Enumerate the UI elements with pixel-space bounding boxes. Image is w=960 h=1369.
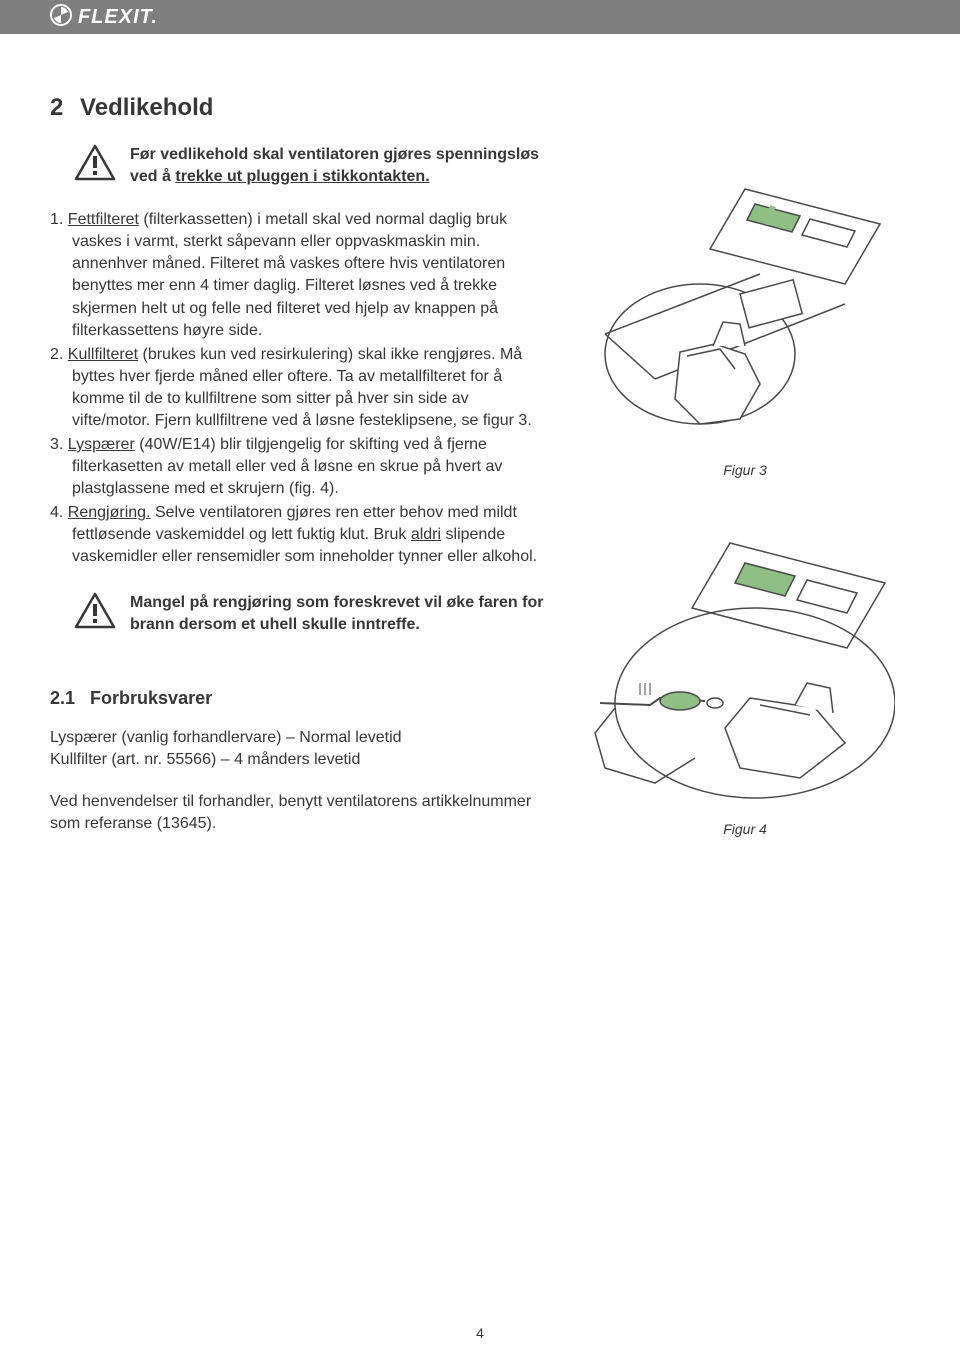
item-num: 3. (50, 436, 63, 453)
item-rest-ul: aldri (411, 526, 441, 543)
item-rest: (40W/E14) blir tilgjengelig for skifting… (72, 436, 502, 497)
cleaning-warning: Mangel på rengjøring som foreskrevet vil… (74, 592, 550, 635)
warning-icon (74, 144, 116, 182)
consumables-block: Lyspærer (vanlig forhandlervare) – Norma… (50, 727, 550, 771)
consumables-line: Lyspærer (vanlig forhandlervare) – Norma… (50, 729, 402, 746)
page-number: 4 (0, 1325, 960, 1341)
item-term: Lyspærer (68, 436, 135, 453)
section-title: Vedlikehold (80, 94, 213, 121)
figure-3 (580, 169, 900, 454)
subsection-heading: 2.1 Forbruksvarer (50, 688, 550, 709)
figure-4 (580, 528, 900, 813)
item-term: Rengjøring. (68, 504, 151, 521)
item-term: Fettfilteret (68, 211, 139, 228)
subsection-number: 2.1 (50, 688, 75, 708)
list-item: 2. Kullfilteret (brukes kun ved resirkul… (50, 344, 550, 432)
maintenance-list: 1. Fettfilteret (filterkassetten) i meta… (50, 209, 550, 568)
list-item: 3. Lyspærer (40W/E14) blir tilgjengelig … (50, 434, 550, 500)
section-number: 2 (50, 94, 63, 121)
list-item: 1. Fettfilteret (filterkassetten) i meta… (50, 209, 550, 341)
figure-4-caption: Figur 4 (580, 821, 910, 837)
item-rest: (brukes kun ved resirkulering) skal ikke… (72, 346, 532, 429)
page-content: 2 Vedlikehold Før vedlikehold skal venti… (0, 34, 960, 887)
section-heading: 2 Vedlikehold (50, 94, 550, 122)
intro-warning-text: Før vedlikehold skal ventilatoren gjøres… (130, 144, 550, 187)
figure-3-caption: Figur 3 (580, 462, 910, 478)
logo-icon (50, 4, 72, 31)
item-num: 2. (50, 346, 63, 363)
item-term: Kullfilteret (68, 346, 138, 363)
brand-logo: FLEXIT. (50, 4, 158, 31)
item-num: 4. (50, 504, 63, 521)
intro-warning: Før vedlikehold skal ventilatoren gjøres… (74, 144, 550, 187)
consumables-line: Kullfilter (art. nr. 55566) – 4 månders … (50, 751, 360, 768)
list-item: 4. Rengjøring. Selve ventilatoren gjøres… (50, 502, 550, 568)
warning-icon (74, 592, 116, 630)
intro-warning-underline: trekke ut pluggen i stikkontakten. (175, 168, 429, 185)
item-rest: (filterkassetten) i metall skal ved norm… (72, 211, 507, 338)
item-num: 1. (50, 211, 63, 228)
subsection-title: Forbruksvarer (90, 688, 212, 708)
left-column: 2 Vedlikehold Før vedlikehold skal venti… (50, 94, 550, 887)
right-column: Figur 3 Figur 4 (580, 94, 910, 887)
cleaning-warning-text: Mangel på rengjøring som foreskrevet vil… (130, 592, 550, 635)
dealer-note: Ved henvendelser til forhandler, benytt … (50, 791, 550, 835)
brand-name: FLEXIT. (78, 6, 158, 29)
header-bar: FLEXIT. (0, 0, 960, 34)
